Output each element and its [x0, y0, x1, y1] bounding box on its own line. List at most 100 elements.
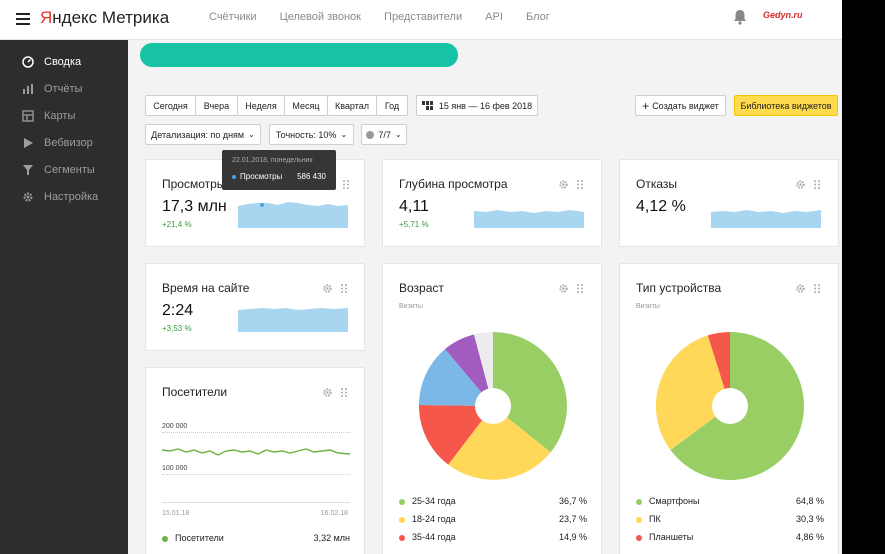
legend-item: Посетители 3,32 млн	[162, 533, 350, 543]
widget-title: Тип устройства	[636, 281, 722, 295]
series-dot-icon	[399, 534, 405, 541]
metrika-app: Яндекс Метрика Счётчики Целевой звонок П…	[0, 0, 842, 554]
sidebar-item-webvisor[interactable]: Вебвизор	[0, 129, 128, 156]
create-widget-button[interactable]: + Создать виджет	[635, 95, 726, 116]
drag-handle-icon[interactable]	[576, 179, 584, 190]
drag-handle-icon[interactable]	[340, 283, 348, 294]
gridline	[162, 432, 350, 433]
slice-tablets	[707, 332, 730, 406]
views-sparkline	[238, 202, 348, 228]
depth-sparkline	[474, 210, 584, 228]
sidebar-item-summary[interactable]: Сводка	[0, 48, 128, 75]
sidebar-item-settings[interactable]: Настройка	[0, 183, 128, 210]
drag-handle-icon[interactable]	[813, 179, 821, 190]
plus-icon: +	[642, 98, 650, 113]
widget-delta: +3,53 %	[162, 324, 192, 333]
widget-value: 4,12 %	[636, 198, 686, 215]
nav-call[interactable]: Целевой звонок	[279, 11, 361, 23]
nav-counters[interactable]: Счётчики	[209, 11, 257, 23]
visitors-line-chart	[162, 448, 350, 456]
widget-title: Посетители	[162, 385, 228, 399]
filter-icon	[22, 164, 34, 176]
y-tick-label: 100 000	[162, 465, 188, 472]
widget-library-button[interactable]: Библиотека виджетов	[734, 95, 838, 116]
x-tick-label: 15.01.18	[162, 510, 190, 517]
gear-icon[interactable]	[795, 283, 806, 294]
widget-delta: +5,71 %	[399, 220, 429, 229]
widget-value: 2:24	[162, 302, 194, 319]
age-donut-chart	[418, 332, 567, 480]
drag-handle-icon[interactable]	[576, 283, 584, 294]
slice-45-54	[419, 349, 493, 406]
y-tick-label: 200 000	[162, 423, 188, 430]
age-widget: Возраст Визиты 25-34 года 36,7 % 18-24 го…	[382, 263, 602, 554]
nav-representatives[interactable]: Представители	[384, 11, 463, 23]
legend-item: 35-44 года 14,9 %	[399, 532, 587, 542]
slice-35-44	[418, 405, 493, 465]
map-icon	[22, 109, 34, 122]
device-type-widget: Тип устройства Визиты Смартфоны 64,8 % ПК…	[619, 263, 839, 554]
period-quarter-button[interactable]: Квартал	[327, 95, 377, 116]
drag-handle-icon[interactable]	[340, 387, 348, 398]
time-on-site-widget: Время на сайте 2:24 +3,53 %	[145, 263, 365, 351]
series-dot-icon	[399, 516, 405, 523]
series-dot-icon	[232, 175, 236, 179]
site-name-redacted	[140, 43, 458, 67]
slice-pc	[655, 335, 730, 450]
slice-55-plus	[445, 334, 493, 406]
sidebar-item-segments[interactable]: Сегменты	[0, 156, 128, 183]
widget-title: Возраст	[399, 281, 444, 295]
sidebar: Сводка Отчёты Карты Вебвизор Сегменты На…	[0, 40, 128, 554]
slice-25-34	[493, 332, 567, 453]
period-year-button[interactable]: Год	[376, 95, 408, 116]
segment-icon	[366, 130, 375, 139]
series-dot-icon	[636, 498, 642, 505]
sidebar-item-reports[interactable]: Отчёты	[0, 75, 128, 102]
period-week-button[interactable]: Неделя	[237, 95, 285, 116]
legend-item: Планшеты 4,86 %	[636, 532, 824, 542]
detail-select[interactable]: Детализация: по дням ⌄	[145, 124, 261, 145]
widget-title: Время на сайте	[162, 281, 250, 295]
gear-icon[interactable]	[795, 179, 806, 190]
depth-widget: Глубина просмотра 4,11 +5,71 %	[382, 159, 602, 247]
logo[interactable]: Яндекс Метрика	[40, 8, 170, 27]
chevron-down-icon: ⌄	[248, 130, 255, 139]
bar-chart-icon	[22, 83, 34, 95]
gear-icon[interactable]	[322, 283, 333, 294]
gear-icon[interactable]	[322, 387, 333, 398]
legend-item: Смартфоны 64,8 %	[636, 496, 824, 506]
series-dot-icon	[636, 534, 642, 541]
drag-handle-icon[interactable]	[813, 283, 821, 294]
gear-icon[interactable]	[558, 283, 569, 294]
widget-subtitle: Визиты	[636, 303, 660, 310]
menu-icon[interactable]	[16, 10, 30, 26]
period-yesterday-button[interactable]: Вчера	[195, 95, 238, 116]
segments-select[interactable]: 7/7 ⌄	[361, 124, 407, 145]
slice-18-24	[448, 406, 551, 480]
bounce-widget: Отказы 4,12 %	[619, 159, 839, 247]
accuracy-select[interactable]: Точность: 10% ⌄	[269, 124, 354, 145]
visitors-widget: Посетители 200 000 100 000 15.01.18 16.0…	[145, 367, 365, 554]
dashboard-icon	[22, 55, 34, 68]
drag-handle-icon[interactable]	[342, 179, 350, 190]
nav-blog[interactable]: Блог	[525, 11, 550, 23]
period-month-button[interactable]: Месяц	[284, 95, 328, 116]
widget-title: Просмотры	[162, 177, 226, 191]
series-dot-icon	[162, 535, 168, 542]
avatar[interactable]: Gedyn.ru	[763, 10, 803, 20]
gridline	[162, 474, 350, 475]
legend-item: ПК 30,3 %	[636, 514, 824, 524]
series-dot-icon	[636, 516, 642, 523]
widget-title: Глубина просмотра	[399, 177, 508, 191]
period-today-button[interactable]: Сегодня	[145, 95, 196, 116]
bell-icon[interactable]	[733, 9, 747, 25]
sidebar-item-maps[interactable]: Карты	[0, 102, 128, 129]
time-sparkline	[238, 308, 348, 332]
widget-title: Отказы	[636, 177, 678, 191]
nav-api[interactable]: API	[485, 11, 503, 23]
axis-line	[162, 502, 350, 503]
gear-icon[interactable]	[558, 179, 569, 190]
legend-item: 18-24 года 23,7 %	[399, 514, 587, 524]
date-range-button[interactable]: 15 янв — 16 фев 2018	[416, 95, 538, 116]
play-icon	[22, 137, 34, 149]
